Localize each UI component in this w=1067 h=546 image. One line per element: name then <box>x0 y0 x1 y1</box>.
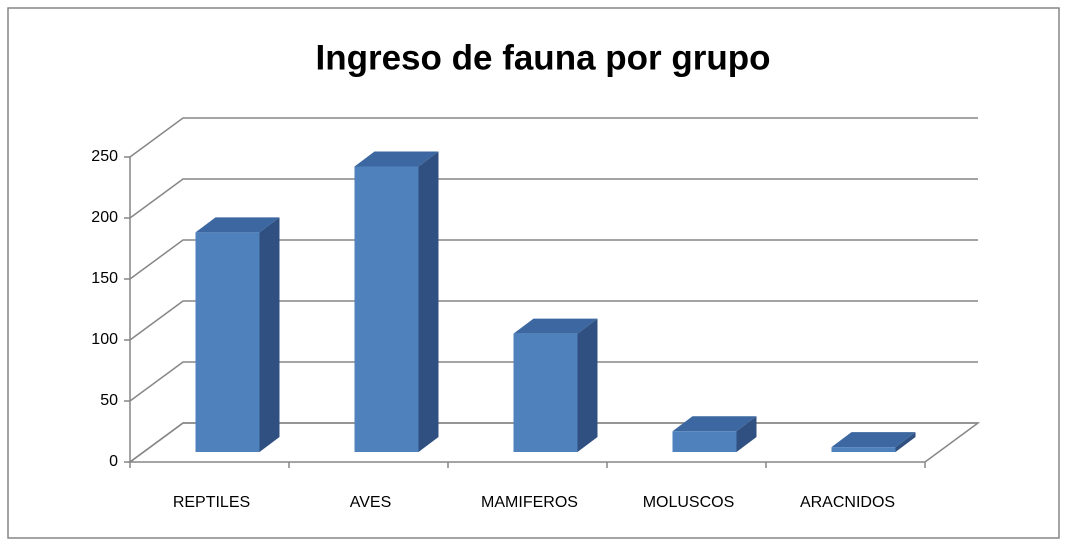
x-tick-label: AVES <box>350 494 392 511</box>
y-tick-label: 0 <box>109 453 118 470</box>
y-tick-label: 150 <box>91 270 118 287</box>
y-tick-label: 200 <box>91 209 118 226</box>
grid-line <box>129 300 978 341</box>
grid-line <box>129 361 978 402</box>
bar-side <box>736 416 757 452</box>
bar-front <box>354 166 419 452</box>
x-tick-label: MAMIFEROS <box>481 494 578 511</box>
bar-side <box>259 217 280 452</box>
bar-front <box>672 431 737 452</box>
chart-title: Ingreso de fauna por grupo <box>315 38 770 77</box>
bar-top <box>195 217 280 233</box>
bar <box>831 432 916 452</box>
bar <box>672 416 757 452</box>
bar <box>513 318 598 452</box>
y-tick-label: 50 <box>100 392 118 409</box>
y-tick-label: 250 <box>91 148 118 165</box>
chart-border <box>7 7 1060 539</box>
bar-side <box>418 151 439 452</box>
bar-front <box>195 232 260 452</box>
bar-top <box>354 151 439 167</box>
x-tick-label: ARACNIDOS <box>800 494 895 511</box>
bar <box>354 151 439 452</box>
bar-top <box>831 432 916 448</box>
bar-top <box>513 318 598 334</box>
bar-front <box>831 447 896 452</box>
bar-side <box>895 432 916 452</box>
bar-front <box>513 333 578 452</box>
grid-line <box>129 178 978 219</box>
grid-line <box>129 117 978 158</box>
bar <box>195 217 280 452</box>
x-tick-label: MOLUSCOS <box>643 494 735 511</box>
grid-line <box>129 239 978 280</box>
bar-side <box>577 318 598 452</box>
bar-top <box>672 416 757 432</box>
x-tick-label: REPTILES <box>173 494 250 511</box>
y-tick-label: 100 <box>91 331 118 348</box>
